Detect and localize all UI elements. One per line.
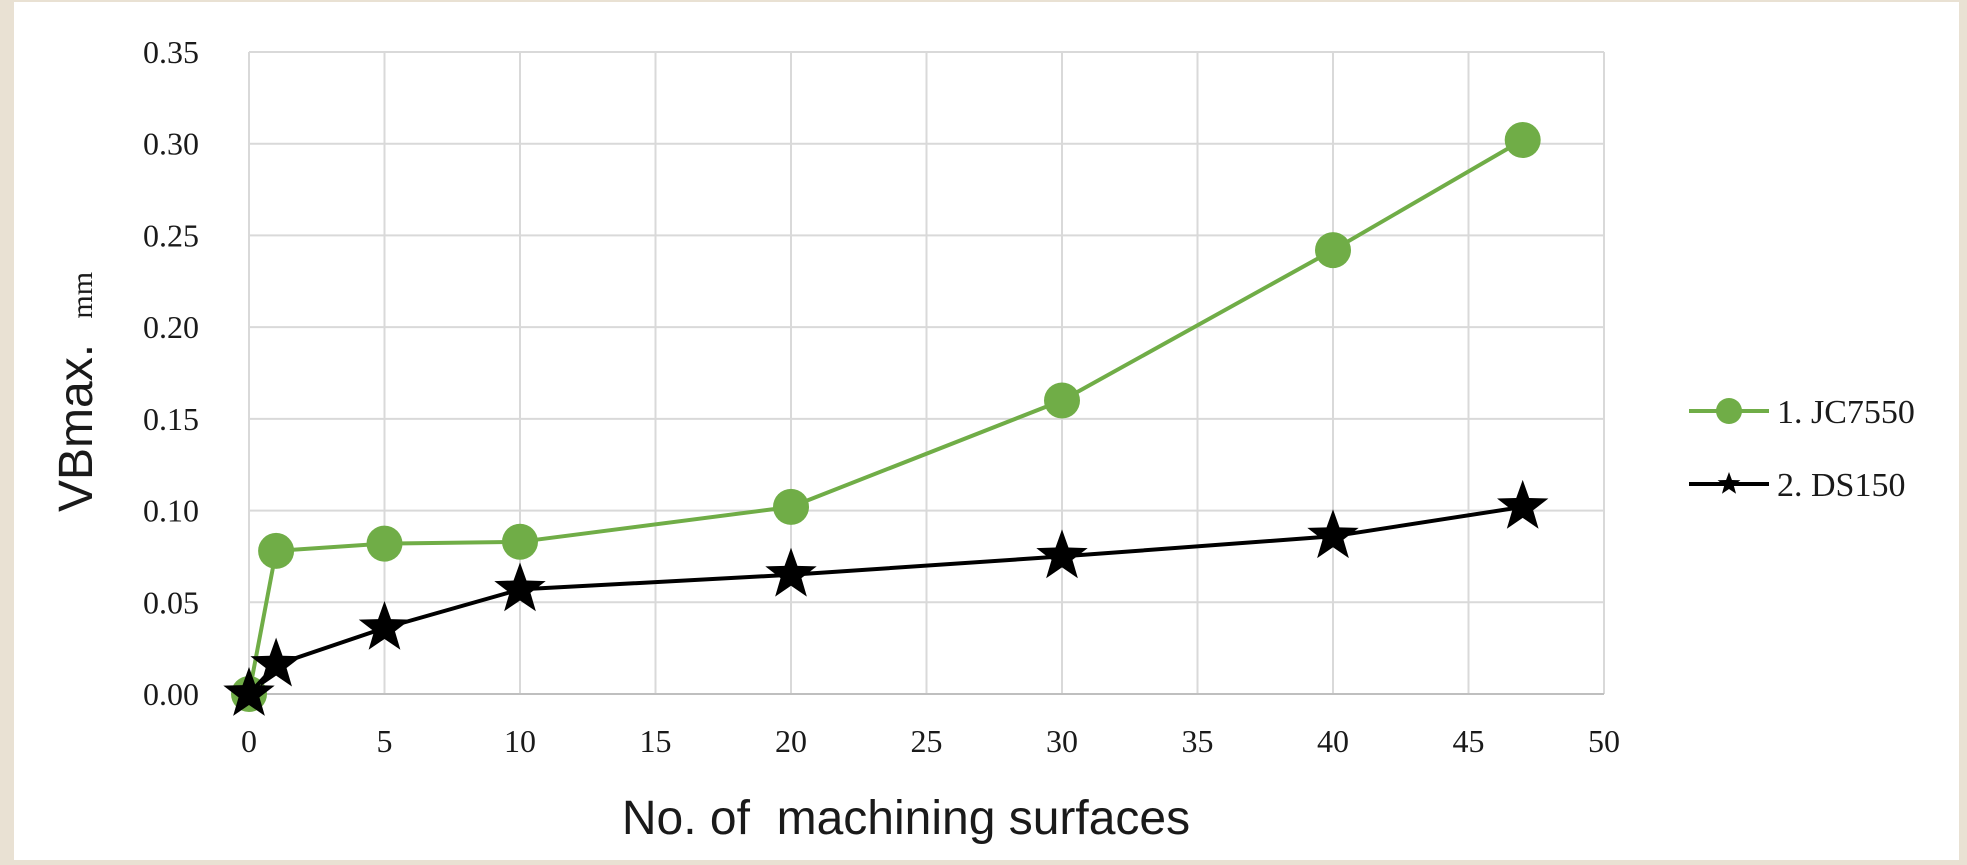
line-chart: 0.00 0.05 0.10 0.15 0.20 0.25 0.30 0.35 0 5 10 15 20…: [50, 34, 1915, 845]
data-point: [502, 523, 538, 560]
y-axis-title: VBmax. mm: [50, 272, 103, 512]
legend-label: 2. DS150: [1777, 467, 1905, 504]
y-tick-label: 0.20: [143, 309, 199, 345]
chart-container: 0.00 0.05 0.10 0.15 0.20 0.25 0.30 0.35 0 5 10 15 20…: [14, 2, 1959, 860]
series-line: [247, 138, 1524, 695]
x-axis-title: No. of machining surfaces: [622, 792, 1190, 845]
x-tick-label: 20: [775, 723, 807, 759]
y-tick-label: 0.05: [143, 584, 199, 620]
y-tick-label: 0.35: [143, 34, 199, 70]
tick-labels: 0.00 0.05 0.10 0.15 0.20 0.25 0.30 0.35 0 5 10 15 20…: [143, 34, 1620, 759]
legend-marker: [1716, 398, 1742, 424]
data-point: [1036, 529, 1088, 579]
x-tick-label: 15: [640, 723, 672, 759]
data-point: [258, 532, 295, 569]
series-1: [223, 479, 1549, 716]
x-tick-label: 25: [911, 723, 943, 759]
data-point: [250, 637, 302, 687]
y-tick-label: 0.15: [143, 401, 199, 437]
data-point: [1315, 232, 1351, 269]
legend-marker: [1717, 472, 1741, 494]
data-point: [773, 488, 809, 525]
x-tick-label: 45: [1453, 723, 1485, 759]
legend-label: 1. JC7550: [1777, 394, 1915, 431]
data-point: [494, 562, 546, 612]
grid: [248, 51, 1605, 695]
data-point: [1497, 479, 1549, 529]
y-tick-label: 0.30: [143, 126, 199, 162]
x-tick-label: 5: [377, 723, 393, 759]
data-point: [1307, 509, 1359, 559]
x-tick-label: 50: [1588, 723, 1620, 759]
data-point: [366, 525, 403, 562]
x-tick-label: 30: [1046, 723, 1078, 759]
data-point: [1044, 382, 1080, 419]
data-point: [223, 667, 275, 716]
y-axis-label: VBmax.: [50, 344, 103, 512]
x-tick-label: 35: [1182, 723, 1214, 759]
data-point: [765, 547, 817, 597]
y-tick-label: 0.10: [143, 493, 199, 529]
x-tick-label: 40: [1317, 723, 1349, 759]
legend-item: 1. JC7550: [1689, 394, 1915, 431]
y-axis-unit: mm: [66, 272, 99, 319]
series-0: [231, 122, 1541, 712]
data-point: [358, 600, 411, 650]
series: [223, 122, 1549, 716]
legend-item: 2. DS150: [1689, 467, 1905, 504]
data-point: [1504, 122, 1541, 159]
x-tick-label: 10: [504, 723, 536, 759]
y-tick-label: 0.00: [143, 676, 199, 712]
legend: 1. JC7550 2. DS150: [1689, 394, 1915, 504]
x-tick-label: 0: [241, 723, 257, 759]
y-tick-label: 0.25: [143, 217, 199, 253]
